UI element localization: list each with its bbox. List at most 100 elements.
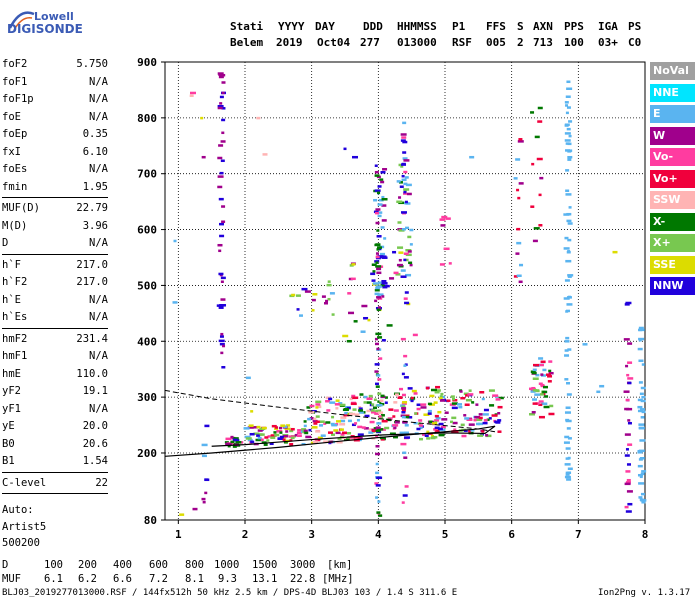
echo-mark: [221, 107, 226, 110]
echo-mark: [460, 423, 465, 427]
echo-mark: [249, 432, 255, 436]
echo-mark: [438, 422, 444, 426]
echo-mark: [639, 408, 645, 411]
echo-mark: [374, 337, 378, 341]
echo-mark: [335, 431, 341, 435]
param-row: h`F 217.0: [2, 259, 108, 275]
echo-mark: [327, 297, 331, 301]
echo-mark: [204, 491, 208, 495]
param-row: D N/A: [2, 237, 108, 253]
param-value: N/A: [89, 163, 108, 175]
echo-mark: [363, 395, 368, 399]
echo-mark: [396, 263, 403, 267]
header-value: 713: [533, 36, 553, 49]
echo-mark: [539, 176, 544, 180]
echo-mark: [491, 414, 498, 417]
echo-mark: [426, 437, 431, 440]
param-row: fxI 6.10: [2, 146, 108, 162]
echo-mark: [548, 360, 553, 363]
echo-mark: [538, 415, 545, 419]
param-value: 20.0: [82, 420, 108, 432]
echo-mark: [374, 412, 380, 415]
echo-mark: [568, 149, 573, 152]
echo-mark: [382, 168, 388, 171]
echo-mark: [286, 424, 291, 427]
echo-mark: [567, 250, 571, 253]
echo-mark: [313, 417, 317, 421]
echo-mark: [257, 436, 262, 440]
echo-mark: [340, 416, 347, 419]
echo-mark: [375, 496, 379, 499]
param-row: hmF1 N/A: [2, 350, 108, 366]
echo-mark: [220, 280, 224, 283]
echo-mark: [533, 227, 540, 230]
echo-mark: [371, 263, 377, 266]
echo-mark: [567, 467, 573, 471]
echo-mark: [626, 373, 630, 377]
echo-mark: [540, 373, 544, 376]
echo-mark: [402, 228, 407, 231]
param-row: yE 20.0: [2, 420, 108, 436]
echo-mark: [396, 180, 401, 183]
echo-mark: [245, 437, 252, 440]
echo-mark: [403, 376, 409, 379]
echo-mark: [366, 409, 371, 413]
echo-mark: [518, 182, 524, 185]
echo-mark: [384, 426, 390, 430]
echo-mark: [404, 176, 409, 179]
echo-mark: [612, 250, 618, 254]
echo-mark: [350, 402, 357, 406]
echo-mark: [375, 429, 381, 433]
echo-mark: [437, 410, 442, 414]
distance-value: 200: [78, 559, 97, 571]
echo-mark: [172, 301, 178, 304]
echo-mark: [440, 425, 446, 429]
echo-mark: [219, 222, 225, 226]
echo-mark: [401, 163, 407, 166]
x-tick-label: 2: [242, 528, 249, 541]
echo-mark: [256, 425, 261, 429]
echo-mark: [266, 439, 270, 442]
echo-mark: [638, 328, 643, 332]
virtual-height-trace: [164, 425, 496, 457]
echo-mark: [368, 428, 374, 431]
echo-mark: [376, 248, 380, 251]
echo-mark: [441, 418, 448, 421]
echo-mark: [217, 175, 224, 178]
echo-mark: [549, 404, 554, 408]
echo-mark: [201, 443, 208, 447]
x-tick-label: 3: [308, 528, 315, 541]
echo-mark: [378, 198, 384, 202]
echo-mark: [567, 158, 572, 161]
param-separator: [2, 471, 108, 473]
echo-mark: [404, 301, 410, 305]
echo-mark: [219, 95, 224, 99]
echo-mark: [638, 482, 645, 485]
distance-value: 400: [113, 559, 132, 571]
echo-mark: [375, 462, 379, 466]
echo-mark: [441, 395, 446, 399]
param-row: B1 1.54: [2, 455, 108, 471]
echo-mark: [465, 398, 472, 402]
echo-mark: [563, 441, 570, 444]
echo-mark: [358, 409, 364, 412]
echo-mark: [204, 424, 210, 428]
echo-mark: [274, 433, 280, 437]
echo-mark: [261, 426, 267, 430]
echo-mark: [564, 349, 569, 352]
distance-value: 600: [149, 559, 168, 571]
echo-mark: [404, 485, 409, 488]
echo-mark: [564, 463, 571, 466]
echo-mark: [403, 431, 409, 435]
y-tick-label: 500: [137, 279, 157, 292]
echo-mark: [376, 175, 381, 179]
echo-mark: [398, 163, 403, 167]
echo-mark: [495, 421, 501, 424]
echo-mark: [376, 511, 381, 514]
echo-mark: [339, 423, 346, 426]
echo-mark: [567, 274, 574, 277]
param-row: yF2 19.1: [2, 385, 108, 401]
echo-mark: [375, 385, 380, 388]
echo-mark: [513, 177, 518, 180]
echo-mark: [221, 205, 226, 208]
